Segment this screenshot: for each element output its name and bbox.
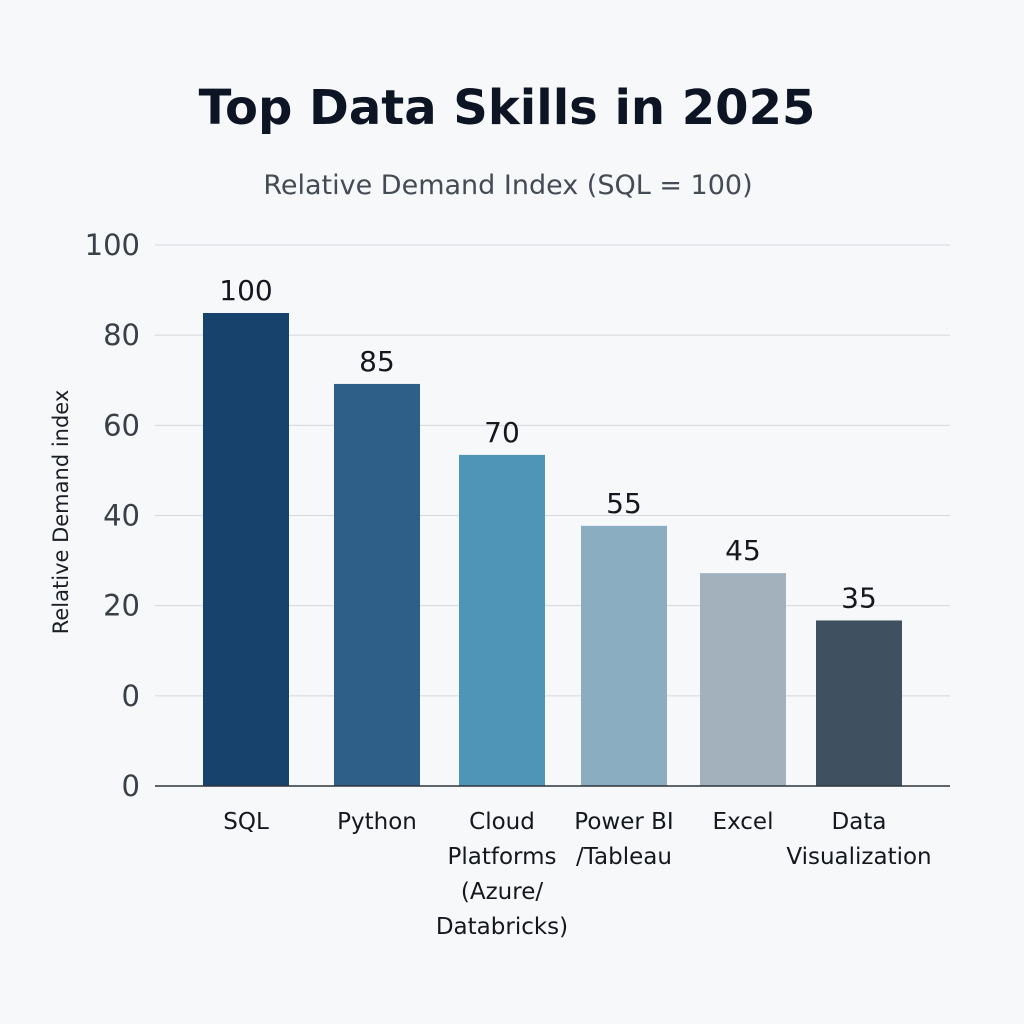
y-tick-label: 20	[103, 589, 140, 623]
x-tick-label: Data Visualization	[786, 809, 931, 870]
chart-title: Top Data Skills in 2025	[199, 80, 816, 136]
x-axis-categories: SQL Python Cloud Platforms (Azure/Databricks…	[223, 809, 931, 940]
y-axis-ticks: 0 0 20 40 60 80 100	[85, 228, 140, 803]
data-labels: 100 85 70 55 45 35	[219, 274, 877, 614]
bars	[203, 313, 902, 786]
y-tick-label: 80	[103, 318, 140, 352]
data-label: 55	[606, 487, 642, 520]
data-label: 100	[219, 274, 272, 307]
bar	[816, 620, 902, 786]
y-tick-label: 40	[103, 499, 140, 533]
chart-subtitle: Relative Demand Index (SQL = 100)	[263, 170, 752, 201]
x-tick-label: Python	[337, 809, 417, 835]
y-tick-label: 100	[85, 228, 140, 262]
data-label: 45	[725, 534, 761, 567]
data-label: 70	[484, 416, 520, 449]
bar	[334, 383, 420, 786]
y-axis-label: Relative Demand index	[49, 390, 73, 635]
data-label: 35	[841, 581, 877, 614]
x-tick-label: SQL	[223, 809, 269, 835]
x-tick-label: Cloud Platforms (Azure/Databricks)	[436, 809, 568, 940]
bar	[581, 525, 667, 786]
x-tick-label: Excel	[713, 809, 774, 835]
y-tick-label: 0	[122, 769, 140, 803]
y-tick-label: 0	[122, 679, 140, 713]
y-tick-label: 60	[103, 408, 140, 442]
data-label: 85	[359, 345, 395, 378]
bar	[203, 313, 289, 786]
x-tick-label: Power BI/Tableau	[574, 809, 673, 870]
bar	[459, 454, 545, 786]
bar	[700, 573, 786, 786]
